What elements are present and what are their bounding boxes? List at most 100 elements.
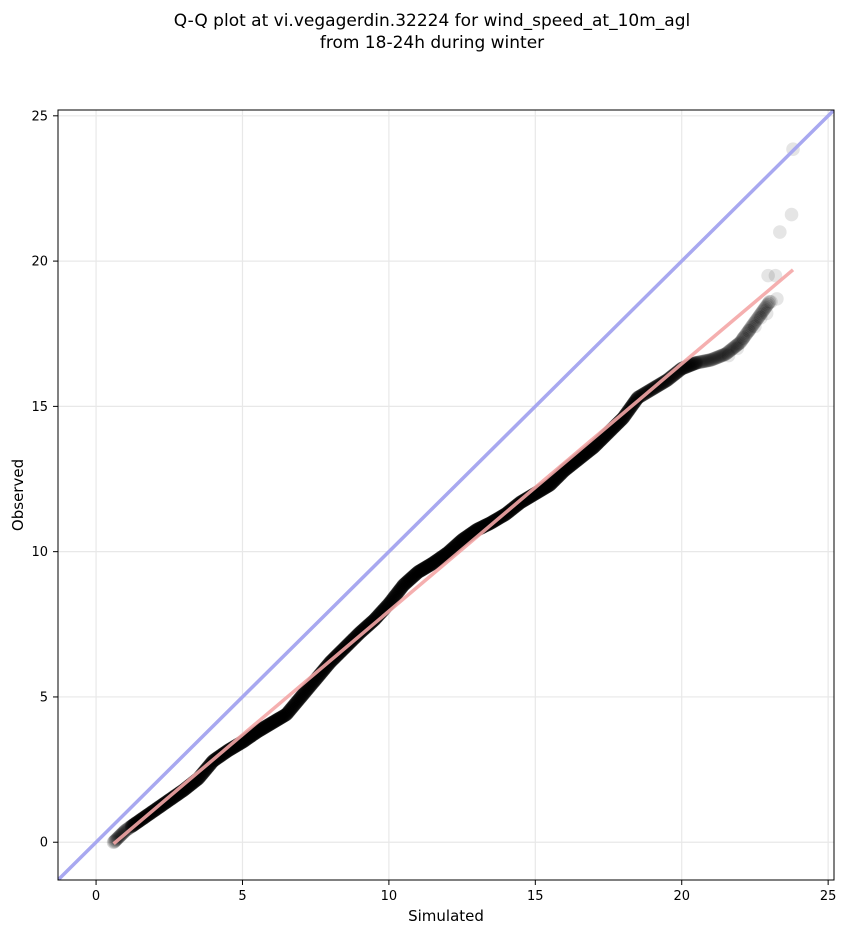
data-point xyxy=(246,727,260,742)
data-point xyxy=(266,715,280,730)
data-point xyxy=(714,348,729,363)
data-point xyxy=(736,331,751,345)
data-point xyxy=(253,723,268,737)
chart-title-line2: from 18-24h during winter xyxy=(320,33,544,53)
data-point xyxy=(583,442,598,457)
data-point xyxy=(584,441,599,456)
data-point xyxy=(724,343,738,357)
data-point xyxy=(257,720,272,735)
data-point xyxy=(403,572,417,587)
data-point xyxy=(784,207,799,222)
data-point xyxy=(386,591,400,606)
data-point xyxy=(395,579,410,594)
data-point xyxy=(256,721,271,735)
data-point xyxy=(432,552,446,566)
x-tick-label: 0 xyxy=(92,889,100,904)
data-point xyxy=(271,712,285,727)
data-point xyxy=(735,332,750,347)
data-point xyxy=(685,357,699,372)
data-point xyxy=(457,531,471,546)
data-point xyxy=(548,472,562,487)
y-tick-label: 10 xyxy=(31,545,48,560)
data-point xyxy=(445,541,460,556)
fit-line xyxy=(112,268,795,846)
data-point xyxy=(479,518,493,532)
data-point xyxy=(732,336,747,351)
data-point xyxy=(295,688,309,703)
data-point xyxy=(274,710,288,725)
data-point xyxy=(589,438,603,452)
data-point xyxy=(428,555,442,569)
data-point xyxy=(270,713,284,727)
data-point xyxy=(687,356,702,371)
data-point xyxy=(389,587,404,602)
data-point xyxy=(697,354,712,368)
data-point xyxy=(718,347,733,361)
data-point xyxy=(221,743,235,758)
data-point xyxy=(292,692,306,707)
data-point xyxy=(424,557,439,571)
data-point xyxy=(365,615,379,629)
data-point xyxy=(400,574,415,589)
x-tick-label: 20 xyxy=(673,889,690,904)
data-point xyxy=(754,306,769,321)
data-point xyxy=(353,625,368,639)
data-point xyxy=(447,539,462,554)
data-point xyxy=(712,349,727,364)
data-point xyxy=(359,620,373,635)
data-point xyxy=(688,356,703,371)
data-point xyxy=(222,743,236,757)
data-point xyxy=(411,565,425,579)
data-point xyxy=(543,478,557,492)
data-point xyxy=(716,348,731,362)
chart-title-line1: Q-Q plot at vi.vegagerdin.32224 for wind… xyxy=(174,11,690,31)
data-point xyxy=(119,823,134,837)
data-point xyxy=(715,348,730,363)
data-point xyxy=(480,517,495,532)
data-point xyxy=(759,299,774,313)
data-point xyxy=(363,616,377,631)
data-point xyxy=(294,690,308,704)
data-point xyxy=(773,225,787,239)
y-tick-label: 25 xyxy=(31,109,48,124)
data-point xyxy=(299,683,314,698)
x-tick-label: 25 xyxy=(820,889,837,904)
data-point xyxy=(743,321,758,335)
data-point xyxy=(577,447,592,462)
data-point xyxy=(728,339,742,354)
data-point xyxy=(439,547,454,561)
data-point xyxy=(118,823,133,838)
data-point xyxy=(764,294,778,309)
data-point xyxy=(450,537,464,552)
data-point xyxy=(360,619,374,634)
data-point xyxy=(586,441,600,455)
data-point xyxy=(544,476,558,491)
data-point xyxy=(547,473,561,488)
data-point xyxy=(721,344,736,359)
data-point xyxy=(700,353,714,368)
data-point xyxy=(161,794,176,808)
data-point xyxy=(201,760,215,774)
data-point xyxy=(355,623,370,638)
data-point xyxy=(434,550,448,565)
data-point xyxy=(750,312,764,327)
data-point xyxy=(414,563,429,577)
data-point xyxy=(757,302,772,316)
data-point xyxy=(282,703,297,718)
data-point xyxy=(397,577,412,591)
data-point xyxy=(719,346,734,361)
data-point xyxy=(619,406,634,421)
data-point xyxy=(518,492,532,507)
data-point xyxy=(656,375,670,390)
grid-lines xyxy=(58,110,834,880)
data-point xyxy=(421,558,436,573)
data-point xyxy=(300,682,315,697)
data-point xyxy=(272,711,286,726)
data-point xyxy=(405,570,419,585)
data-point xyxy=(746,318,760,332)
data-point xyxy=(298,685,313,699)
data-point xyxy=(692,355,707,369)
y-tick-label: 0 xyxy=(40,836,48,851)
data-point xyxy=(755,305,770,319)
data-point xyxy=(684,358,698,372)
